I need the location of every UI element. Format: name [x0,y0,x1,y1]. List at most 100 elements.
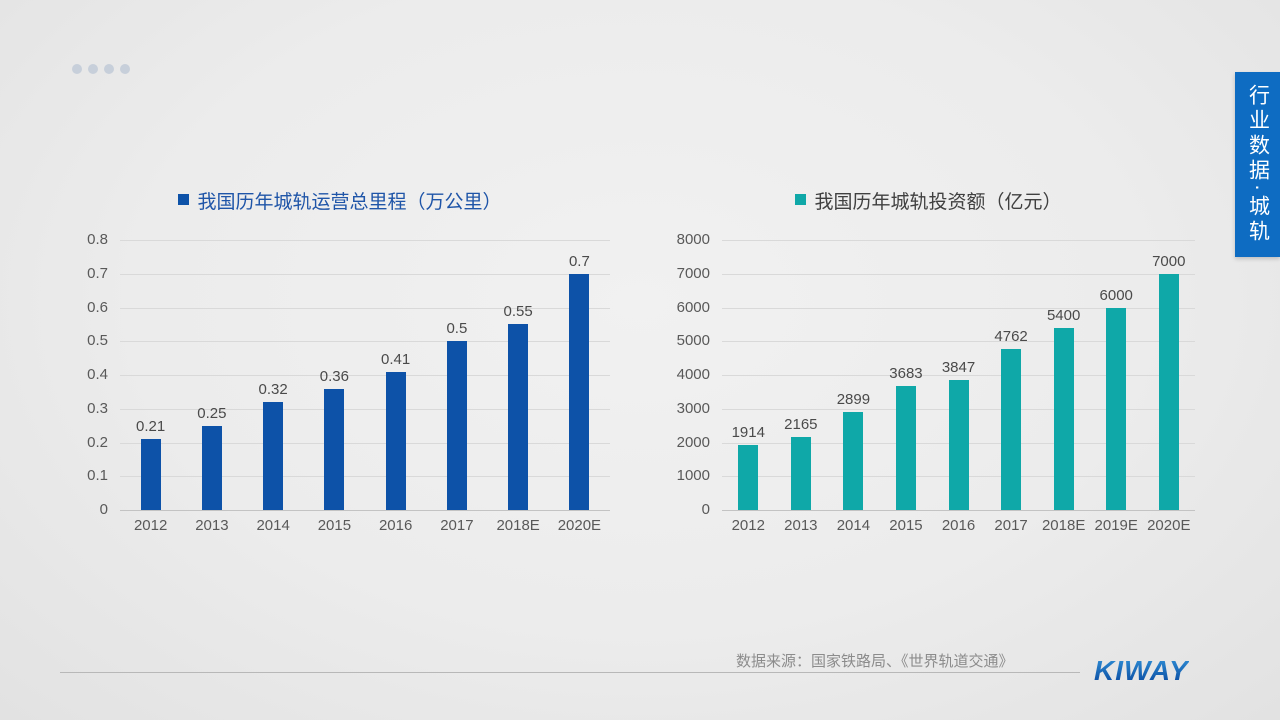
bar [1158,273,1179,510]
x-axis-label: 2018E [1041,517,1086,534]
chart-plot: 0.8 0.7 0.6 0.5 0.4 0.3 0.2 0.1 0 0.21 0.25 0.32 0.… [70,231,610,518]
x-axis-label: 2017 [440,517,474,534]
investment-bar-chart: 我国历年城轨投资额（亿元） 8000 7000 6000 5000 4000 3000 20… [662,185,1195,534]
bar-group: 2165 [775,240,828,510]
y-axis-tick: 0 [99,501,108,518]
gridline [120,375,610,376]
x-axis-label: 2013 [195,517,229,534]
bar-value-label: 0.7 [568,252,590,270]
y-axis-tick: 5000 [676,332,710,350]
bar-group: 6000 [1090,240,1143,510]
bar [738,445,759,510]
x-axis-line [722,510,1195,511]
y-axis-tick: 1000 [676,467,710,485]
y-axis-tick: 0 [701,501,710,518]
bar-value-label: 4762 [994,328,1028,346]
x-axis-label: 2014 [256,517,290,534]
bar [1053,327,1074,510]
pagination-dot [120,64,130,74]
bar-value-label: 1914 [731,424,765,442]
bar-value-label: 0.5 [446,320,468,338]
bar-group: 0.5 [426,240,487,510]
plot-area: 0.21 0.25 0.32 0.36 0.41 0.5 0.55 0.7 [120,240,610,511]
y-axis-tick: 0.4 [87,366,108,383]
plot-area: 1914 2165 2899 3683 3847 4762 5400 6000 7000 [722,240,1196,511]
bar-group: 1914 [722,240,775,510]
legend-marker-icon [795,193,807,205]
bar-group: 0.36 [304,240,365,510]
y-axis-tick: 8000 [676,231,710,248]
bar-group: 7000 [1143,240,1196,510]
x-axis-label: 2016 [378,517,413,534]
x-axis-label: 2012 [133,517,168,534]
y-axis-tick: 4000 [676,366,710,383]
gridline [120,307,610,309]
y-axis-tick: 0.8 [87,231,108,248]
bar [201,425,222,510]
data-source-text: 数据来源：国家铁路局、《世界轨道交通》 [736,653,1014,670]
bar-group: 4762 [985,240,1038,510]
bar-value-label: 3683 [889,364,923,382]
chart-title-text: 我国历年城轨运营总里程（万公里） [197,191,502,213]
pagination-dot [104,64,114,74]
pagination-dot [72,64,82,74]
pagination-dots [72,64,130,74]
bar [508,324,529,510]
bar-value-label: 5400 [1046,306,1081,324]
gridline [120,476,610,478]
gridline [722,341,1195,343]
bar-group: 0.25 [181,240,242,510]
pagination-dot [88,64,98,74]
x-axis: 2012 2013 2014 2015 2016 2017 2018E 2019E 2020E [722,517,1195,534]
bar-value-label: 0.36 [319,367,349,385]
gridline [722,273,1195,275]
bar [1106,307,1127,510]
x-axis-label: 2012 [731,517,765,534]
bar [446,341,467,510]
y-axis-tick: 0.2 [87,433,108,451]
gridline [722,240,1195,241]
bar-value-label: 2165 [784,415,818,433]
y-axis-tick: 3000 [676,399,710,417]
gridline [120,273,610,275]
bar-value-label: 0.41 [381,350,411,368]
gridline [120,240,610,241]
gridline [722,307,1195,309]
chart-plot: 8000 7000 6000 5000 4000 3000 2000 1000 0 1914 21… [662,231,1196,518]
gridline [120,442,610,444]
x-axis-label: 2018E [496,517,540,534]
bar [324,388,345,510]
x-axis-line [120,510,610,511]
x-axis-label: 2014 [836,517,871,534]
bar [790,436,811,510]
bar-value-label: 0.32 [258,381,288,398]
x-axis-label: 2015 [889,517,923,534]
section-tab[interactable]: 行业数据·城轨 [1235,72,1280,257]
bar-group: 3847 [932,240,985,510]
x-axis: 2012 2013 2014 2015 2016 2017 2018E 2020E [120,517,610,534]
bar [569,273,590,510]
gridline [120,341,610,343]
bar-group: 3683 [880,240,933,510]
bar-value-label: 0.21 [136,418,166,436]
bar [843,412,864,510]
x-axis-label: 2013 [784,517,818,534]
x-axis-label: 2016 [941,517,976,534]
y-axis-tick: 0.3 [87,399,108,417]
y-axis-tick: 0.7 [87,264,108,282]
kiway-logo: KIWAY [1094,655,1189,686]
bar-value-label: 3847 [941,359,976,377]
bar [948,380,969,510]
x-axis-label: 2020E [557,517,602,534]
bar-value-label: 0.55 [503,303,533,321]
y-axis-tick: 2000 [676,433,710,451]
chart-title: 我国历年城轨运营总里程（万公里） [70,185,610,215]
bar-value-label: 6000 [1099,286,1133,304]
bar [895,385,916,510]
bar-group: 0.55 [488,240,549,510]
bar-group: 0.41 [365,240,426,510]
bars-row: 0.21 0.25 0.32 0.36 0.41 0.5 0.55 0.7 [120,240,610,510]
bar-group: 5400 [1037,240,1090,510]
bar [1001,349,1022,510]
bar-group: 0.32 [243,240,304,510]
